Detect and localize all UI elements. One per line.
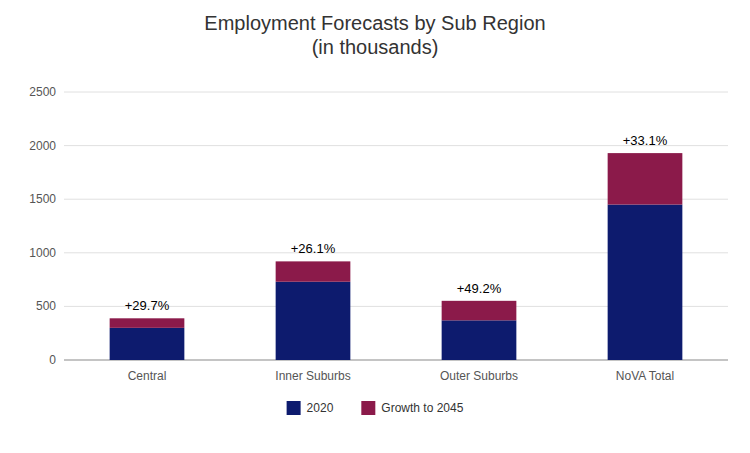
bar-segment (608, 153, 683, 204)
chart-title: Employment Forecasts by Sub Region(in th… (204, 12, 545, 58)
annotation: +29.7% (125, 298, 170, 313)
legend-label: Growth to 2045 (381, 401, 463, 415)
bar-segment (442, 301, 517, 321)
legend-swatch (361, 401, 375, 415)
x-tick-label: Outer Suburbs (440, 369, 518, 383)
x-tick-label: NoVA Total (616, 369, 674, 383)
legend: 2020 Growth to 2045 (287, 401, 464, 415)
bar-segment (276, 261, 351, 281)
y-tick-label: 1500 (29, 192, 56, 206)
bar-segment (276, 282, 351, 360)
y-tick-label: 2000 (29, 139, 56, 153)
bar-segment (110, 318, 185, 328)
bar-segment (608, 205, 683, 360)
y-tick-label: 0 (49, 353, 56, 367)
annotation: +26.1% (291, 241, 336, 256)
y-tick-label: 2500 (29, 85, 56, 99)
annotation: +49.2% (457, 281, 502, 296)
chart-container: Employment Forecasts by Sub Region(in th… (0, 0, 750, 453)
legend-swatch (287, 401, 301, 415)
chart-svg: Employment Forecasts by Sub Region(in th… (0, 0, 750, 453)
y-tick-label: 500 (36, 299, 56, 313)
bars (110, 153, 683, 360)
bar-segment (110, 328, 185, 360)
grid-line (64, 92, 728, 93)
bar-segment (442, 320, 517, 360)
x-tick-label: Inner Suburbs (275, 369, 350, 383)
annotation: +33.1% (623, 133, 668, 148)
grid (64, 92, 728, 360)
legend-label: 2020 (307, 401, 334, 415)
y-tick-label: 1000 (29, 246, 56, 260)
x-tick-label: Central (128, 369, 167, 383)
